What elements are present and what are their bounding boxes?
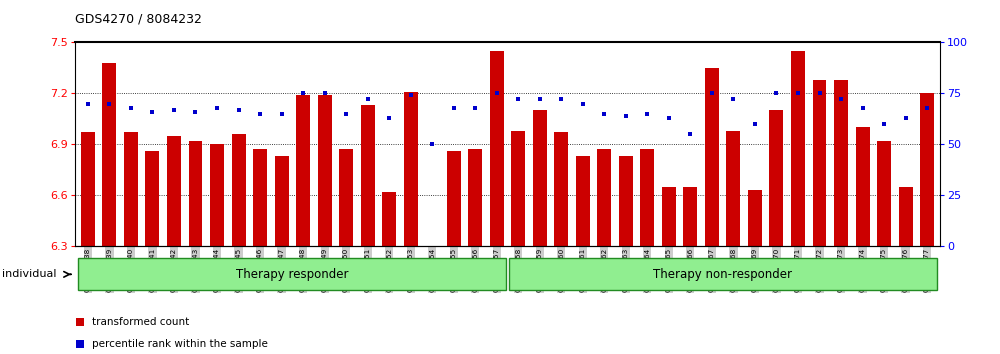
Bar [296, 95, 310, 246]
Bar [662, 187, 676, 246]
Bar [748, 190, 762, 246]
Bar [382, 192, 396, 246]
Bar [232, 134, 246, 246]
Bar [167, 136, 181, 246]
Bar [533, 110, 547, 246]
Bar [275, 156, 289, 246]
Bar [318, 95, 332, 246]
Bar [576, 156, 590, 246]
Text: Therapy non-responder: Therapy non-responder [653, 268, 792, 281]
Bar [791, 51, 805, 246]
Text: GDS4270 / 8084232: GDS4270 / 8084232 [75, 12, 202, 25]
Bar [468, 149, 482, 246]
Bar [189, 141, 202, 246]
Bar [877, 141, 891, 246]
Bar [834, 80, 848, 246]
Bar [102, 63, 116, 246]
Bar [447, 151, 461, 246]
Text: individual: individual [2, 269, 56, 279]
Bar [145, 151, 159, 246]
Bar [619, 156, 633, 246]
Bar [705, 68, 719, 246]
Bar [124, 132, 138, 246]
Text: percentile rank within the sample: percentile rank within the sample [92, 339, 268, 349]
Bar [509, 258, 937, 290]
Bar [554, 132, 568, 246]
Bar [361, 105, 375, 246]
Bar [856, 127, 870, 246]
Bar [726, 131, 740, 246]
Bar [78, 258, 506, 290]
Text: transformed count: transformed count [92, 317, 190, 327]
Bar [769, 110, 783, 246]
Bar [81, 132, 95, 246]
Bar [813, 80, 826, 246]
Bar [253, 149, 267, 246]
Bar [597, 149, 611, 246]
Bar [920, 93, 934, 246]
Bar [511, 131, 525, 246]
Bar [404, 92, 418, 246]
Bar [899, 187, 913, 246]
Bar [490, 51, 504, 246]
Text: Therapy responder: Therapy responder [236, 268, 349, 281]
Bar [210, 144, 224, 246]
Bar [683, 187, 697, 246]
Bar [640, 149, 654, 246]
Bar [339, 149, 353, 246]
